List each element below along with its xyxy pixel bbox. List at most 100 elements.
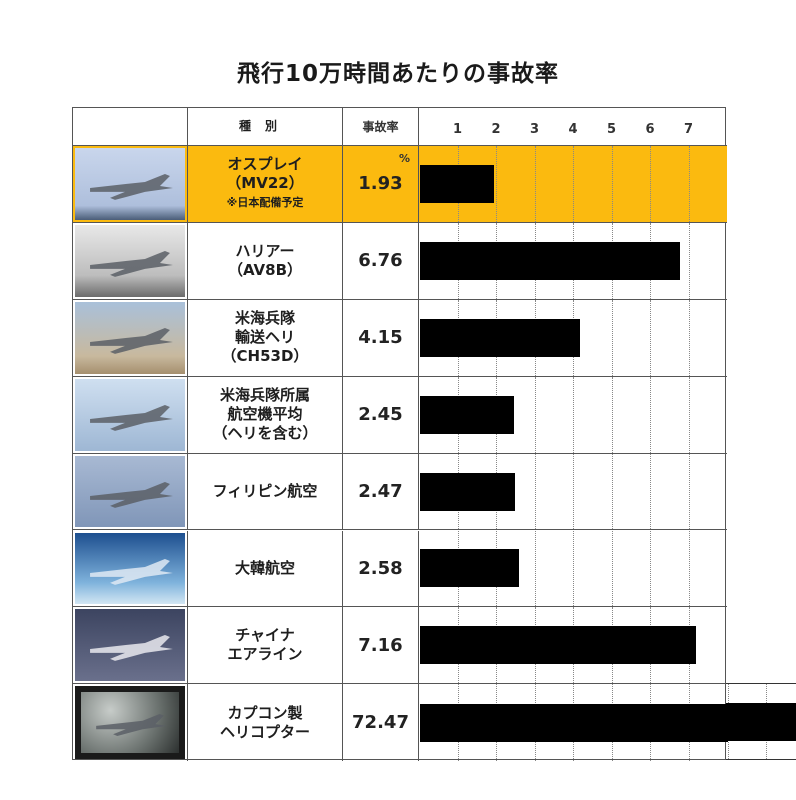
aircraft-type-label: ハリアー （AV8B） [188, 222, 343, 299]
gridline [611, 146, 613, 222]
header-row: 種別 事故率 1 2 3 4 5 6 7 [73, 108, 727, 146]
x-tick-label: 4 [568, 122, 578, 137]
accident-rate-cell: 4.15 [343, 299, 419, 376]
accident-rate-cell: 2.45 [343, 376, 419, 453]
table-row: ハリアー （AV8B） 6.76 [73, 222, 727, 300]
gridline [573, 530, 574, 607]
accident-rate-value: 2.45 [358, 404, 403, 426]
gridline [496, 146, 497, 222]
gridline [534, 146, 536, 222]
aircraft-image-cell [73, 684, 188, 762]
aircraft-image-cell [73, 453, 188, 530]
bar-cell [419, 453, 727, 530]
bar-cell [419, 530, 727, 607]
gridline [611, 453, 613, 530]
aircraft-image-cell [73, 376, 188, 453]
gridline [688, 453, 690, 530]
gridline [688, 299, 690, 376]
accident-rate-value: 2.47 [358, 481, 403, 503]
gridline [534, 530, 536, 607]
gridline [534, 453, 536, 530]
aircraft-photo-icon [75, 609, 185, 682]
aircraft-image-cell [73, 299, 188, 376]
gridline [650, 376, 651, 453]
bar-cell [419, 222, 727, 299]
x-tick-label: 3 [529, 122, 540, 137]
accident-rate-bar [420, 241, 681, 280]
gridline [611, 376, 613, 453]
accident-rate-value: 7.16 [358, 634, 403, 656]
accident-rate-bar [420, 472, 516, 511]
gridline [573, 376, 574, 453]
aircraft-type-label: チャイナ エアライン [188, 607, 343, 684]
bar-cell [419, 607, 727, 684]
gridline [688, 222, 690, 299]
accident-rate-bar [420, 395, 515, 434]
aircraft-image-cell [73, 607, 188, 684]
gridline [650, 453, 651, 530]
accident-rate-cell: 1.93% [343, 146, 419, 222]
aircraft-name: カプコン製 ヘリコプター [219, 703, 310, 741]
table-row: 大韓航空 2.58 [73, 530, 727, 608]
bar-cell [419, 376, 727, 453]
accident-rate-value: 6.76 [358, 250, 403, 272]
aircraft-name: 米海兵隊所属 航空機平均 （ヘリを含む） [212, 386, 318, 443]
bar-cell [419, 684, 728, 762]
aircraft-name: ハリアー （AV8B） [227, 241, 303, 279]
aircraft-type-label: オスプレイ （MV22） ※日本配備予定 [188, 146, 343, 222]
aircraft-type-label: 大韓航空 [188, 530, 343, 607]
aircraft-name: 米海兵隊 輸送ヘリ （CH53D） [221, 309, 309, 366]
gridline [650, 146, 651, 222]
x-tick-label: 2 [491, 122, 501, 137]
aircraft-photo-icon [75, 378, 185, 451]
aircraft-photo-icon [75, 532, 185, 605]
chart-title: 飛行10万時間あたりの事故率 [236, 61, 559, 87]
aircraft-type-label: フィリピン航空 [188, 453, 343, 530]
accident-rate-cell: 7.16 [343, 607, 419, 684]
aircraft-photo-icon [75, 455, 185, 528]
overflow-bar-extension [726, 683, 796, 760]
table-row: チャイナ エアライン 7.16 [73, 607, 727, 685]
header-type-col: 種別 [188, 108, 343, 145]
aircraft-name: チャイナ エアライン [227, 626, 303, 664]
aircraft-photo-icon [75, 686, 185, 760]
accident-rate-cell: 6.76 [343, 222, 419, 299]
gridline [688, 146, 690, 222]
accident-rate-value: 72.47 [352, 712, 409, 734]
aircraft-type-label: 米海兵隊 輸送ヘリ （CH53D） [188, 299, 343, 376]
gridline [650, 530, 651, 607]
accident-rate-bar [420, 318, 580, 357]
accident-rate-bar [420, 164, 495, 203]
header-axis: 1 2 3 4 5 6 7 [419, 108, 727, 145]
aircraft-name: 大韓航空 [234, 558, 295, 577]
deployment-note: ※日本配備予定 [226, 196, 304, 210]
aircraft-image-cell [73, 222, 188, 299]
accident-rate-cell: 2.47 [343, 453, 419, 530]
aircraft-image-cell [73, 530, 188, 607]
gridline [688, 376, 690, 453]
gridline [534, 376, 536, 453]
bar-cell [419, 299, 727, 376]
aircraft-name: オスプレイ （MV22） [226, 155, 304, 193]
accident-rate-cell: 72.47 [343, 684, 419, 762]
gridline [573, 453, 574, 530]
table-row: 米海兵隊 輸送ヘリ （CH53D） 4.15 [73, 299, 727, 377]
header-image-col [73, 108, 188, 145]
bar-overflow [726, 702, 796, 741]
header-rate-col: 事故率 [343, 108, 419, 145]
aircraft-type-label: カプコン製 ヘリコプター [188, 684, 343, 762]
aircraft-name: フィリピン航空 [212, 482, 318, 501]
accident-rate-bar [420, 626, 696, 665]
x-tick-label: 1 [452, 122, 463, 137]
accident-rate-value: 2.58 [358, 557, 403, 579]
gridline [573, 146, 574, 222]
table-row: オスプレイ （MV22） ※日本配備予定 1.93% [73, 146, 727, 223]
gridline [650, 299, 651, 376]
aircraft-photo-icon [75, 148, 185, 220]
aircraft-photo-icon [75, 224, 185, 297]
gridline [688, 530, 690, 607]
x-tick-label: 6 [645, 122, 655, 137]
accident-rate-bar [420, 549, 520, 588]
gridline [611, 530, 613, 607]
